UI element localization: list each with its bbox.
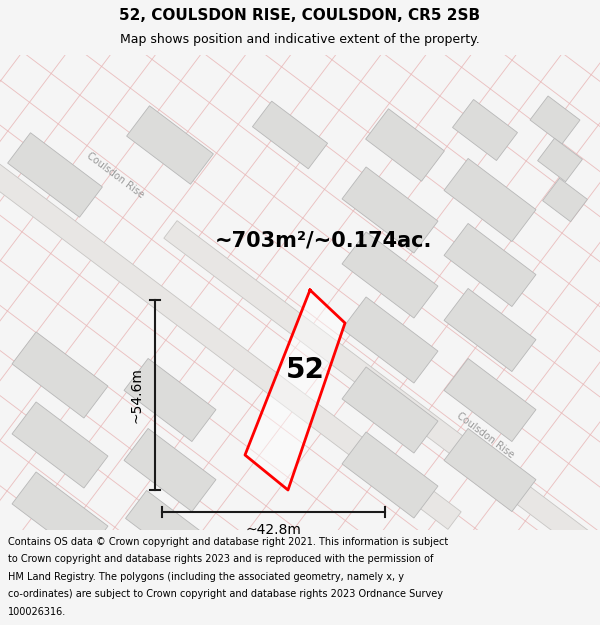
Text: 100026316.: 100026316.	[8, 607, 66, 617]
Polygon shape	[8, 132, 103, 218]
Text: 52: 52	[286, 356, 325, 384]
Polygon shape	[452, 99, 517, 161]
Polygon shape	[12, 332, 108, 418]
Polygon shape	[542, 178, 587, 222]
Text: ~54.6m: ~54.6m	[130, 367, 144, 423]
Polygon shape	[125, 491, 214, 569]
Text: Map shows position and indicative extent of the property.: Map shows position and indicative extent…	[120, 33, 480, 46]
Text: ~42.8m: ~42.8m	[245, 523, 301, 537]
Polygon shape	[365, 109, 445, 181]
Polygon shape	[530, 96, 580, 144]
Polygon shape	[444, 359, 536, 441]
Polygon shape	[124, 429, 216, 511]
Polygon shape	[444, 289, 536, 371]
Text: Coulsdon Rise: Coulsdon Rise	[85, 150, 146, 200]
Polygon shape	[164, 221, 600, 625]
Polygon shape	[444, 429, 536, 511]
Text: ~703m²/~0.174ac.: ~703m²/~0.174ac.	[215, 230, 433, 250]
Polygon shape	[444, 159, 536, 241]
Polygon shape	[245, 290, 345, 490]
Text: Coulsdon Rise: Coulsdon Rise	[454, 410, 515, 460]
Text: 52, COULSDON RISE, COULSDON, CR5 2SB: 52, COULSDON RISE, COULSDON, CR5 2SB	[119, 8, 481, 23]
Polygon shape	[342, 232, 438, 318]
Text: co-ordinates) are subject to Crown copyright and database rights 2023 Ordnance S: co-ordinates) are subject to Crown copyr…	[8, 589, 443, 599]
Text: to Crown copyright and database rights 2023 and is reproduced with the permissio: to Crown copyright and database rights 2…	[8, 554, 433, 564]
Polygon shape	[342, 167, 438, 253]
Polygon shape	[444, 224, 536, 306]
Polygon shape	[0, 121, 461, 529]
Polygon shape	[127, 106, 214, 184]
Polygon shape	[253, 101, 328, 169]
Polygon shape	[12, 402, 108, 488]
Polygon shape	[342, 432, 438, 518]
Text: HM Land Registry. The polygons (including the associated geometry, namely x, y: HM Land Registry. The polygons (includin…	[8, 572, 404, 582]
Text: Contains OS data © Crown copyright and database right 2021. This information is : Contains OS data © Crown copyright and d…	[8, 537, 448, 547]
Polygon shape	[538, 138, 583, 182]
Polygon shape	[124, 359, 216, 441]
Polygon shape	[342, 297, 438, 383]
Polygon shape	[342, 367, 438, 453]
Polygon shape	[12, 472, 108, 558]
